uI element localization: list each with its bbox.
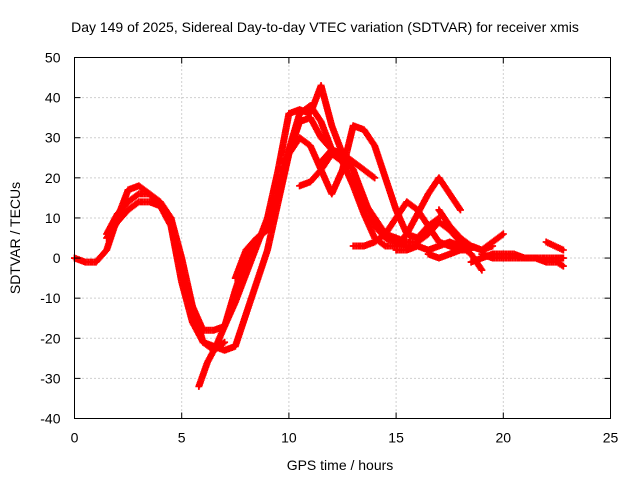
x-tick-label: 5 [178, 430, 186, 446]
y-tick-label: -40 [40, 411, 60, 427]
data-points [71, 82, 567, 390]
data-point [456, 206, 464, 214]
y-tick-label: 10 [45, 210, 61, 226]
x-axis-label: GPS time / hours [287, 457, 394, 473]
series-arc-13 [435, 206, 497, 254]
plot-frame [74, 57, 611, 419]
chart-title: Day 149 of 2025, Sidereal Day-to-day VTE… [71, 19, 579, 35]
x-tick-label: 10 [281, 430, 297, 446]
y-tick-label: 40 [45, 90, 61, 106]
data-point [369, 173, 377, 181]
y-tick-label: -20 [40, 330, 60, 346]
data-point [499, 230, 507, 238]
x-tick-label: 15 [388, 430, 404, 446]
y-tick-label: 0 [53, 250, 61, 266]
data-point [219, 339, 227, 347]
y-tick-label: -10 [40, 290, 60, 306]
y-tick-label: 20 [45, 170, 61, 186]
axis-ticks: 0 5 10 15 20 25 -40 -30 -20 -10 0 10 20 30 40 50 [40, 50, 618, 446]
x-tick-label: 25 [603, 430, 619, 446]
series-arc-1 [71, 82, 379, 334]
data-point [559, 246, 567, 254]
data-point [489, 242, 497, 250]
data-point [221, 338, 229, 346]
data-point [559, 254, 567, 262]
data-point [498, 231, 506, 239]
x-tick-label: 0 [71, 430, 79, 446]
x-tick-label: 20 [496, 430, 512, 446]
data-point [371, 174, 379, 182]
series-arc-5 [231, 122, 443, 282]
data-point [478, 266, 486, 274]
data-point [559, 262, 567, 270]
grid [74, 57, 611, 419]
y-tick-label: -30 [40, 370, 60, 386]
y-tick-label: 30 [45, 130, 61, 146]
series-arc-14 [542, 238, 567, 254]
y-axis-label: SDTVAR / TECUs [7, 182, 23, 294]
series-arc-11 [478, 250, 567, 262]
series-arc-6 [296, 150, 464, 250]
y-tick-label: 50 [45, 50, 61, 66]
